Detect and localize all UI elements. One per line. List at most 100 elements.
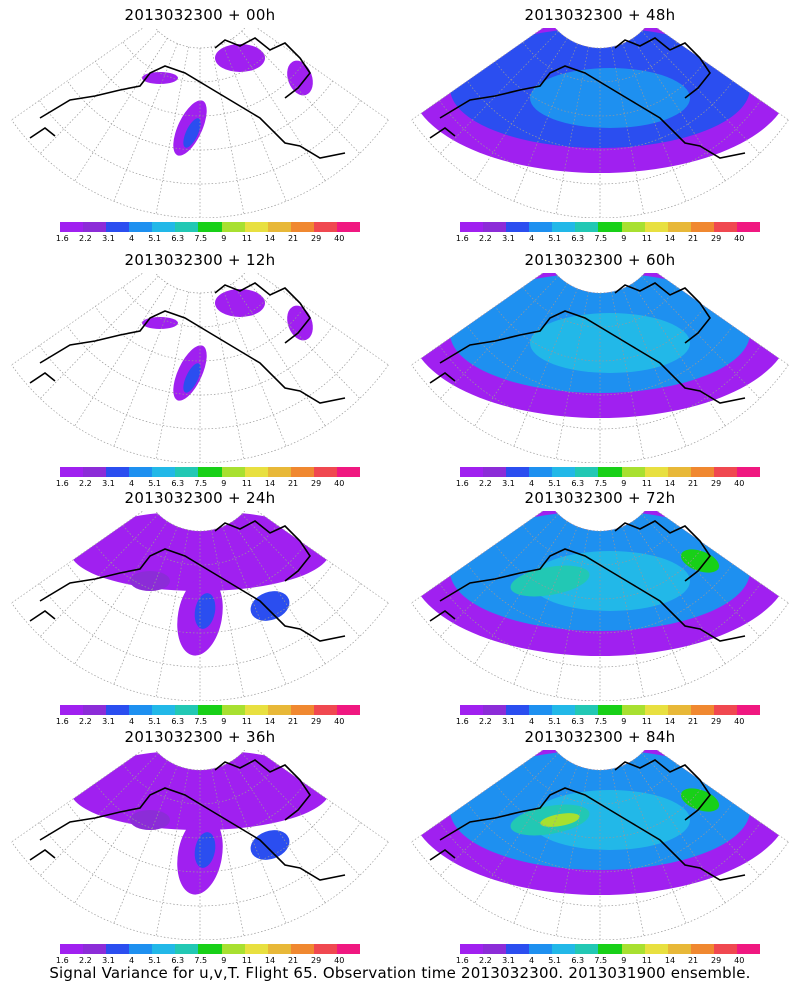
longitude-line [439, 30, 559, 154]
panel-title: 2013032300 + 36h [124, 728, 276, 746]
variance-patch [215, 289, 265, 317]
longitude-line [513, 288, 578, 447]
colorbar-label: 7.5 [194, 956, 208, 965]
colorbar [460, 705, 761, 715]
colorbar-label: 7.5 [194, 234, 208, 243]
latitude-line [11, 119, 389, 218]
longitude-line [641, 752, 761, 876]
longitude-line [641, 275, 761, 399]
colorbar-swatch [221, 222, 245, 232]
map-panel-12h: 2013032300 + 12h 1.6 2.2 3.1 4 5.1 6.3 7.5 9 11 1… [0, 245, 400, 490]
longitude-line [39, 752, 159, 876]
colorbar-label: 40 [734, 717, 745, 726]
longitude-line [11, 273, 144, 366]
longitude-line [632, 760, 726, 904]
colorbar-label: 2.2 [79, 479, 92, 488]
colorbar-label: 5.1 [548, 717, 561, 726]
colorbar-label: 6.3 [571, 717, 585, 726]
variance-patch [530, 68, 690, 128]
longitude-line [113, 526, 178, 685]
colorbar-swatch [690, 705, 714, 715]
colorbar-label: 21 [287, 479, 299, 488]
colorbar-label: 29 [311, 479, 322, 488]
colorbar-label: 4 [128, 234, 135, 243]
colorbar-swatch [736, 944, 761, 954]
longitude-line [474, 760, 568, 904]
colorbar-swatch [152, 705, 176, 715]
colorbar-swatch [667, 944, 691, 954]
longitude-line [241, 275, 361, 399]
panel-title: 2013032300 + 48h [524, 6, 676, 24]
variance-patch [130, 810, 170, 830]
colorbar-label: 4 [528, 717, 535, 726]
colorbar-label: 9 [621, 956, 627, 965]
latitude-line [154, 511, 246, 532]
latitude-line [522, 524, 678, 566]
colorbar-swatch [129, 222, 153, 232]
colorbar-label: 6.3 [571, 234, 585, 243]
colorbar-label: 21 [687, 717, 699, 726]
latitude-line [522, 41, 678, 83]
latitude-line [154, 273, 246, 294]
map-panel-72h: 2013032300 + 72h 1.6 2.2 3.1 4 5.1 6.3 7.5 9 11 1… [400, 483, 800, 728]
colorbar-label: 3.1 [102, 479, 115, 488]
latitude-line [522, 763, 678, 805]
colorbar-swatch [713, 705, 737, 715]
colorbar-swatch [598, 705, 622, 715]
colorbar-swatch [60, 705, 84, 715]
latitude-line [554, 273, 646, 294]
graticule [11, 511, 389, 701]
colorbar-labels: 1.6 2.2 3.1 4 5.1 6.3 7.5 9 11 14 21 29 40 [56, 956, 360, 966]
longitude-line [622, 43, 687, 202]
colorbar-label: 14 [264, 717, 276, 726]
colorbar-label: 40 [734, 956, 745, 965]
longitude-line [155, 291, 189, 459]
colorbar-label: 4 [128, 717, 135, 726]
colorbar-label: 5.1 [548, 479, 561, 488]
colorbar-label: 9 [621, 479, 627, 488]
longitude-line [641, 30, 761, 154]
colorbar-label: 11 [641, 479, 653, 488]
longitude-line [241, 752, 361, 876]
colorbar-label: 9 [621, 717, 627, 726]
colorbar-swatch [152, 467, 176, 477]
colorbar-swatch [106, 705, 130, 715]
colorbar-label: 5.1 [548, 234, 561, 243]
colorbar-label: 3.1 [102, 717, 115, 726]
colorbar-swatch [529, 467, 553, 477]
colorbar-label: 7.5 [594, 234, 608, 243]
colorbar-label: 2.2 [479, 479, 492, 488]
variance-patch [215, 44, 265, 72]
colorbar-label: 2.2 [79, 234, 92, 243]
colorbar-swatch [60, 222, 84, 232]
longitude-line [656, 750, 789, 843]
colorbar-swatch [736, 222, 761, 232]
colorbar-swatch [644, 944, 668, 954]
map-panel-36h: 2013032300 + 36h 1.6 2.2 3.1 4 5.1 6.3 7.5 9 11 1… [0, 722, 400, 967]
colorbar-label: 21 [287, 234, 299, 243]
colorbar-swatch [244, 944, 268, 954]
colorbar-swatch [667, 467, 691, 477]
colorbar-label: 6.3 [171, 717, 185, 726]
colorbar-label: 1.6 [455, 234, 469, 243]
colorbar-swatch [621, 222, 645, 232]
colorbar-swatch [460, 222, 484, 232]
colorbar-swatch [336, 944, 361, 954]
longitude-line [39, 513, 159, 637]
variance-patch [183, 118, 201, 148]
colorbar-swatch [221, 944, 245, 954]
longitude-line [155, 529, 189, 697]
colorbar-swatch [460, 467, 484, 477]
colorbar-label: 4 [128, 479, 135, 488]
colorbar-label: 9 [221, 479, 227, 488]
colorbar-label: 29 [711, 479, 722, 488]
colorbar-label: 4 [528, 956, 535, 965]
colorbar-label: 6.3 [171, 956, 185, 965]
colorbar-label: 7.5 [594, 956, 608, 965]
colorbar-label: 5.1 [148, 956, 161, 965]
colorbar-label: 40 [334, 717, 345, 726]
coastline [29, 520, 346, 642]
latitude-line [411, 841, 789, 940]
colorbar-label: 5.1 [548, 956, 561, 965]
graticule [411, 28, 789, 218]
